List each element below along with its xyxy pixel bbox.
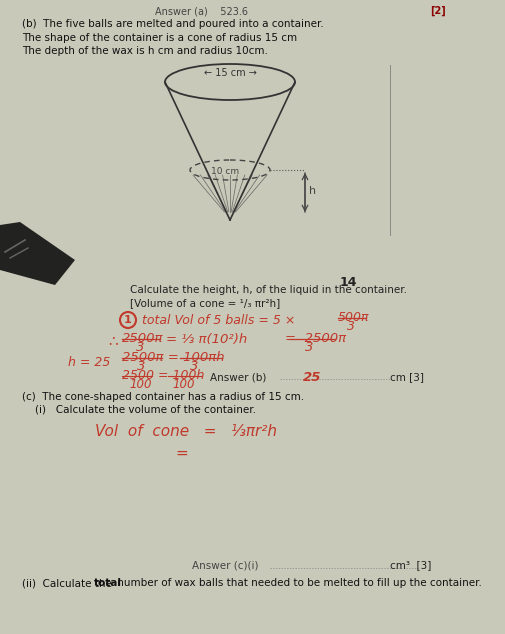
Text: =  2500π: = 2500π: [285, 332, 346, 345]
Text: total Vol of 5 balls = 5 ×: total Vol of 5 balls = 5 ×: [142, 314, 295, 327]
Text: Answer (c)(i): Answer (c)(i): [192, 560, 258, 570]
Text: 3: 3: [305, 341, 314, 354]
Text: 3: 3: [190, 360, 198, 373]
Text: number of wax balls that needed to be melted to fill up the container.: number of wax balls that needed to be me…: [114, 578, 482, 588]
Text: 100: 100: [172, 378, 194, 391]
Text: =: =: [175, 446, 188, 461]
Text: ← 15 cm →: ← 15 cm →: [204, 68, 257, 78]
Text: Calculate the height, h, of the liquid in the container.: Calculate the height, h, of the liquid i…: [130, 285, 407, 295]
Text: 2500π: 2500π: [122, 332, 164, 345]
Text: total: total: [94, 578, 122, 588]
Text: cm³  [3]: cm³ [3]: [390, 560, 431, 570]
Text: 100: 100: [129, 378, 152, 391]
Text: 25: 25: [303, 371, 322, 384]
Text: h = 25: h = 25: [68, 356, 111, 369]
Text: [Volume of a cone = ¹/₃ πr²h]: [Volume of a cone = ¹/₃ πr²h]: [130, 298, 280, 308]
Text: 2500 = 100h: 2500 = 100h: [122, 369, 205, 382]
Text: (b)  The five balls are melted and poured into a container.: (b) The five balls are melted and poured…: [22, 19, 324, 29]
Text: cm [3]: cm [3]: [390, 372, 424, 382]
Text: Answer (b): Answer (b): [210, 372, 266, 382]
Text: The depth of the wax is h cm and radius 10cm.: The depth of the wax is h cm and radius …: [22, 46, 268, 56]
Text: ∴: ∴: [108, 333, 118, 348]
Text: 10 cm: 10 cm: [211, 167, 239, 176]
Text: 1: 1: [124, 315, 132, 325]
Text: Answer (a)    523.6: Answer (a) 523.6: [155, 6, 248, 16]
Text: (c)  The cone-shaped container has a radius of 15 cm.: (c) The cone-shaped container has a radi…: [22, 392, 304, 402]
Text: 14: 14: [340, 276, 358, 289]
Polygon shape: [0, 222, 75, 285]
Text: 3: 3: [347, 320, 355, 333]
Text: h: h: [309, 186, 316, 196]
Text: (ii)  Calculate the: (ii) Calculate the: [22, 578, 112, 588]
Text: 2500π = 100πh: 2500π = 100πh: [122, 351, 225, 364]
Text: The shape of the container is a cone of radius 15 cm: The shape of the container is a cone of …: [22, 33, 297, 43]
Text: (i)   Calculate the volume of the container.: (i) Calculate the volume of the containe…: [35, 405, 256, 415]
Text: 3: 3: [137, 360, 145, 373]
Text: 3: 3: [136, 341, 144, 354]
Text: [2]: [2]: [430, 6, 446, 16]
Text: 500π: 500π: [338, 311, 370, 324]
Text: Vol  of  cone   =   ⅓πr²h: Vol of cone = ⅓πr²h: [95, 424, 277, 439]
Text: = ⅓ π(10²)h: = ⅓ π(10²)h: [166, 333, 247, 346]
